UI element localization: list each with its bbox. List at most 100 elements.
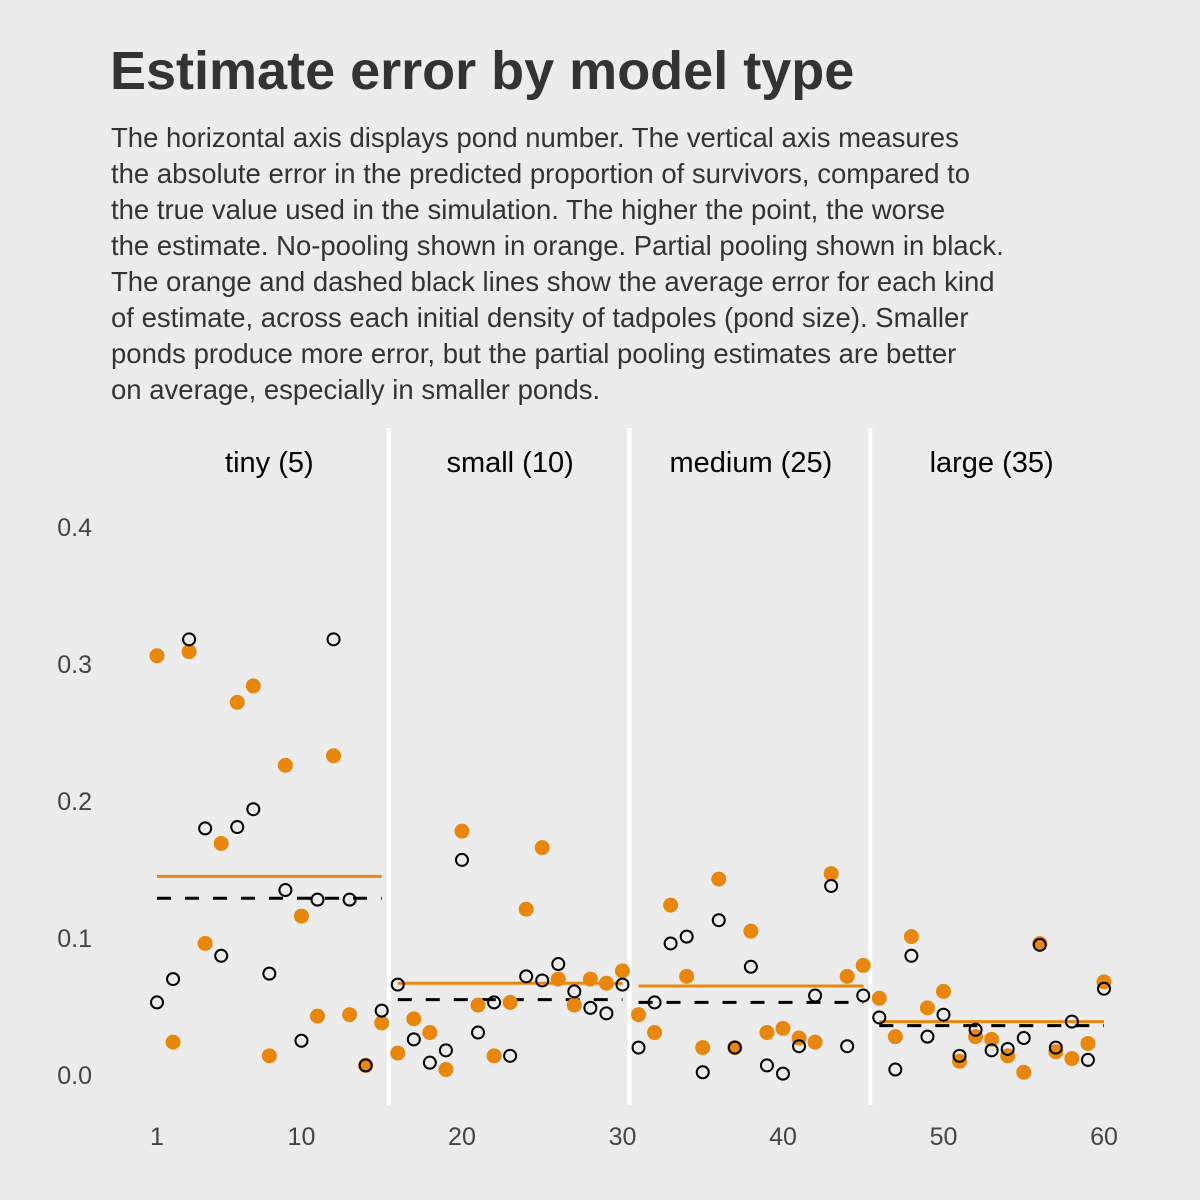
point-no-pooling: [149, 648, 165, 664]
point-no-pooling: [887, 1029, 903, 1045]
point-partial-pooling: [182, 632, 197, 647]
point-no-pooling: [261, 1048, 277, 1064]
point-no-pooling: [566, 997, 582, 1013]
point-no-pooling: [518, 901, 534, 917]
y-tick-label: 0.2: [57, 788, 92, 816]
y-tick-label: 0.4: [57, 514, 92, 542]
point-no-pooling: [374, 1015, 390, 1031]
point-partial-pooling: [198, 821, 213, 836]
point-no-pooling: [631, 1007, 647, 1023]
point-no-pooling: [534, 840, 550, 856]
point-no-pooling: [695, 1040, 711, 1056]
point-partial-pooling: [406, 1032, 421, 1047]
y-tick-label: 0.1: [57, 925, 92, 953]
point-no-pooling: [1064, 1051, 1080, 1067]
point-partial-pooling: [968, 1022, 983, 1037]
point-partial-pooling: [294, 1033, 309, 1048]
point-partial-pooling: [390, 977, 405, 992]
point-partial-pooling: [888, 1062, 903, 1077]
point-no-pooling: [1016, 1064, 1032, 1080]
point-no-pooling: [550, 971, 566, 987]
point-partial-pooling: [1064, 1014, 1079, 1029]
point-partial-pooling: [487, 995, 502, 1010]
x-tick-label: 60: [1090, 1123, 1118, 1151]
point-no-pooling: [342, 1007, 358, 1023]
point-partial-pooling: [583, 1000, 598, 1015]
point-partial-pooling: [454, 852, 469, 867]
point-partial-pooling: [775, 1066, 790, 1081]
point-no-pooling: [871, 990, 887, 1006]
point-partial-pooling: [358, 1058, 373, 1073]
point-partial-pooling: [824, 878, 839, 893]
point-no-pooling: [406, 1011, 422, 1027]
point-no-pooling: [598, 975, 614, 991]
point-no-pooling: [326, 748, 342, 764]
point-no-pooling: [245, 678, 261, 694]
point-partial-pooling: [904, 948, 919, 963]
point-partial-pooling: [759, 1058, 774, 1073]
y-tick-label: 0.3: [57, 651, 92, 679]
point-partial-pooling: [792, 1039, 807, 1054]
point-no-pooling: [213, 835, 229, 851]
point-partial-pooling: [535, 973, 550, 988]
point-partial-pooling: [631, 1040, 646, 1055]
point-no-pooling: [935, 983, 951, 999]
point-partial-pooling: [952, 1048, 967, 1063]
point-no-pooling: [647, 1025, 663, 1041]
point-no-pooling: [903, 929, 919, 945]
facet-label: large (35): [930, 447, 1054, 479]
point-partial-pooling: [503, 1048, 518, 1063]
point-partial-pooling: [1080, 1052, 1095, 1067]
point-partial-pooling: [599, 1006, 614, 1021]
chart-title: Estimate error by model type: [110, 41, 855, 101]
point-partial-pooling: [920, 1029, 935, 1044]
point-partial-pooling: [150, 995, 164, 1010]
point-partial-pooling: [711, 913, 726, 928]
point-no-pooling: [277, 757, 293, 773]
point-no-pooling: [197, 935, 213, 951]
point-no-pooling: [679, 968, 695, 984]
point-partial-pooling: [519, 969, 534, 984]
x-tick-label: 10: [288, 1123, 316, 1151]
point-no-pooling: [438, 1062, 454, 1078]
point-partial-pooling: [1016, 1031, 1031, 1046]
point-partial-pooling: [1097, 981, 1111, 996]
point-no-pooling: [759, 1025, 775, 1041]
point-partial-pooling: [214, 948, 229, 963]
facet-label: small (10): [446, 447, 573, 479]
point-partial-pooling: [936, 1007, 951, 1022]
point-no-pooling: [422, 1025, 438, 1041]
point-partial-pooling: [166, 972, 181, 987]
point-no-pooling: [984, 1031, 1000, 1047]
point-no-pooling: [807, 1034, 823, 1050]
point-partial-pooling: [422, 1055, 437, 1070]
point-no-pooling: [486, 1048, 502, 1064]
point-no-pooling: [743, 923, 759, 939]
point-no-pooling: [582, 971, 598, 987]
point-no-pooling: [919, 1000, 935, 1016]
point-partial-pooling: [438, 1043, 453, 1058]
point-partial-pooling: [663, 936, 678, 951]
point-partial-pooling: [856, 988, 871, 1003]
point-partial-pooling: [615, 977, 630, 992]
point-partial-pooling: [326, 632, 341, 647]
point-no-pooling: [1048, 1044, 1064, 1060]
point-partial-pooling: [1000, 1041, 1015, 1056]
point-partial-pooling: [551, 957, 566, 972]
point-partial-pooling: [808, 988, 823, 1003]
point-partial-pooling: [230, 820, 245, 835]
facet-label: tiny (5): [225, 447, 314, 479]
point-no-pooling: [165, 1034, 181, 1050]
point-no-pooling: [229, 694, 245, 710]
point-no-pooling: [181, 644, 197, 660]
x-tick-label: 20: [448, 1123, 476, 1151]
point-no-pooling: [823, 866, 839, 882]
point-partial-pooling: [840, 1039, 855, 1054]
point-no-pooling: [390, 1045, 406, 1061]
point-no-pooling: [502, 994, 518, 1010]
point-no-pooling: [310, 1008, 326, 1024]
point-partial-pooling: [1048, 1040, 1063, 1055]
point-partial-pooling: [310, 892, 325, 907]
x-tick-label: 30: [609, 1123, 637, 1151]
